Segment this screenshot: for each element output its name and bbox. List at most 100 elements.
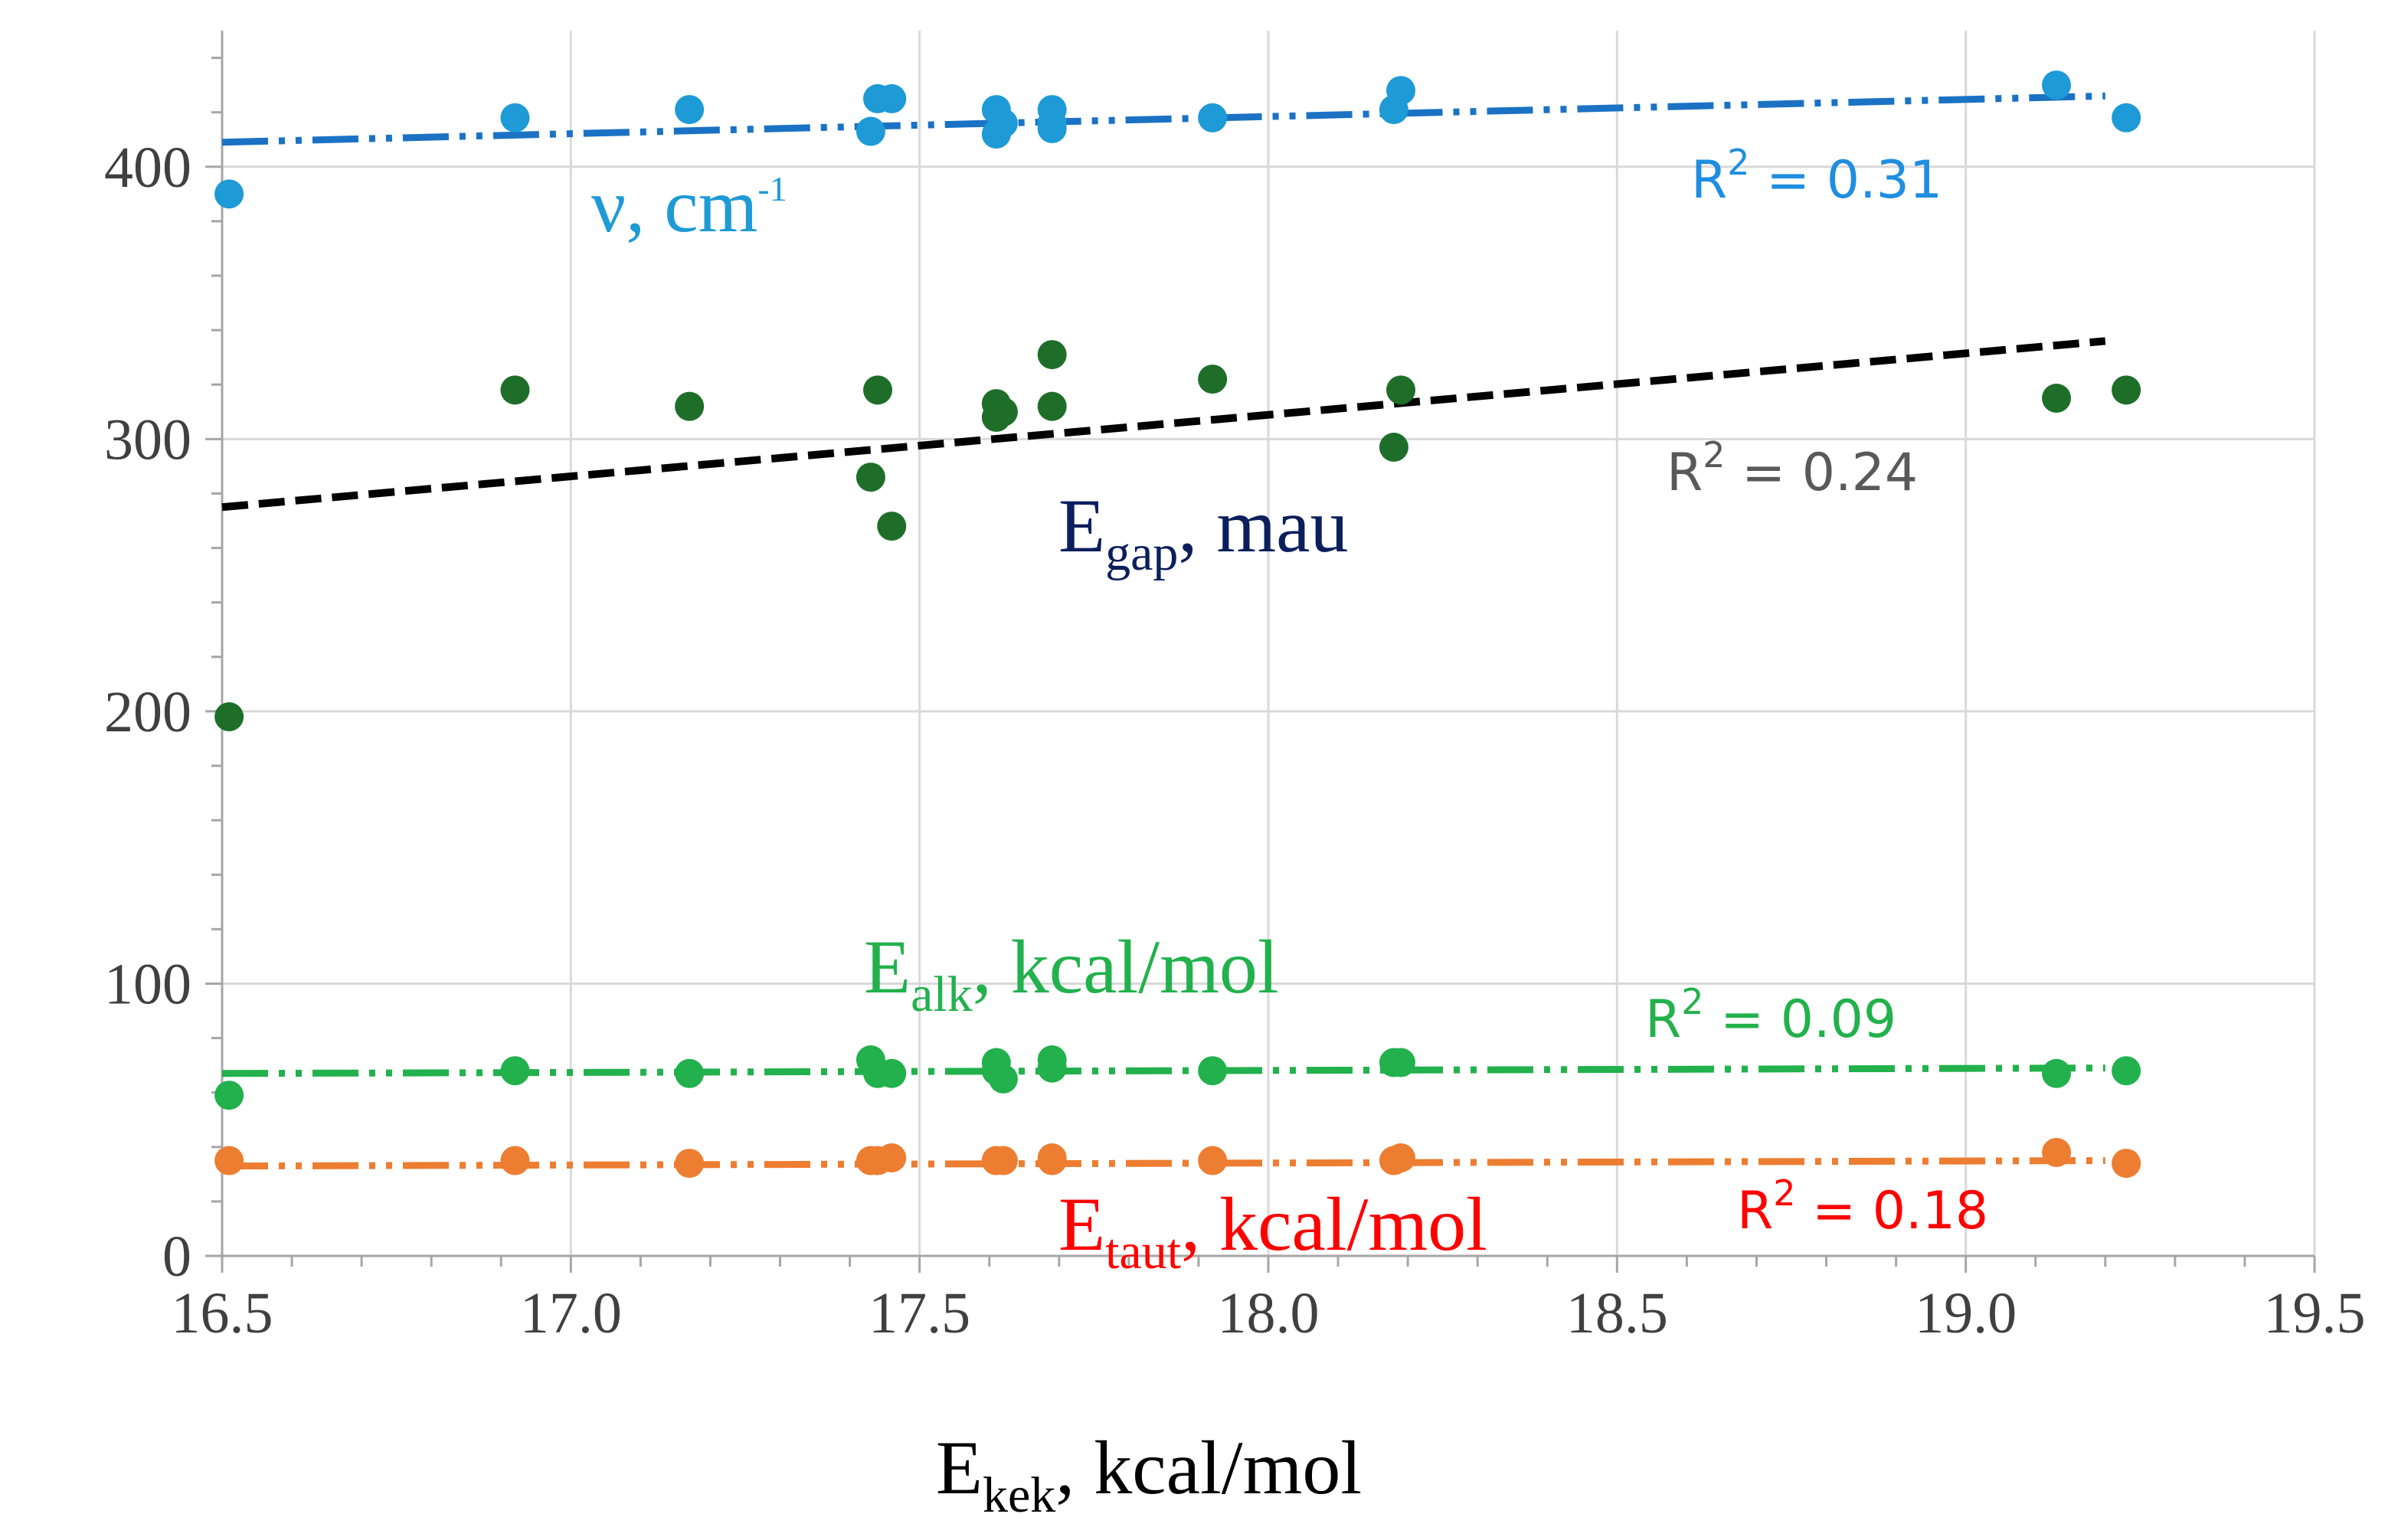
r2-label-nu-main: R [1691, 150, 1727, 211]
x-axis-label: Ekek, kcal/mol [936, 1425, 1362, 1523]
x-tick-label: 17.5 [869, 1281, 970, 1345]
point-nu [1037, 114, 1067, 143]
x-tick-label: 19.0 [1915, 1281, 2017, 1345]
tick-labels: 16.5 17.0 17.5 18.0 18.5 19.0 19.5 0 100 200 300 40… [104, 136, 2366, 1345]
series-label-taut-sub: taut [1105, 1224, 1181, 1280]
r2-label-gap: R2 = 0.24 [1667, 434, 1918, 503]
series-label-taut: Etaut, kcal/mol [1058, 1182, 1487, 1280]
y-tick-label: 0 [162, 1224, 191, 1289]
y-tick-label: 300 [104, 407, 191, 472]
point-gap [500, 375, 530, 405]
point-nu [675, 95, 705, 125]
r2-label-gap-rest: = 0.24 [1726, 443, 1919, 503]
point-nu [2112, 103, 2141, 132]
x-axis-label-main: E [936, 1425, 983, 1510]
series-label-gap: Egap, mau [1058, 483, 1349, 581]
point-alk [1386, 1048, 1416, 1077]
point-alk [2112, 1056, 2141, 1086]
r2-label-nu-rest: = 0.31 [1750, 150, 1943, 211]
point-gap [1379, 433, 1408, 462]
r2-label-gap-squared: 2 [1703, 434, 1725, 476]
x-tick-label: 19.5 [2264, 1281, 2366, 1345]
r2-label-nu-squared: 2 [1727, 142, 1749, 183]
point-nu [500, 103, 530, 132]
data-points [214, 70, 2141, 1179]
point-nu [981, 119, 1011, 149]
trendline-alk [221, 1064, 2105, 1077]
point-gap [2042, 384, 2072, 413]
r2-label-nu: R2 = 0.31 [1691, 142, 1942, 211]
r2-label-alk-main: R [1645, 989, 1681, 1050]
point-gap [675, 391, 705, 421]
point-gap [877, 512, 907, 541]
point-alk [675, 1058, 705, 1088]
r2-label-taut-main: R [1737, 1181, 1773, 1241]
point-alk [214, 1081, 244, 1110]
point-gap [855, 463, 885, 492]
point-taut [1037, 1146, 1067, 1175]
r2-label-taut: R2 = 0.18 [1737, 1172, 1988, 1241]
point-nu [2042, 70, 2072, 100]
axes [205, 31, 2316, 1273]
r2-label-alk-rest: = 0.09 [1704, 989, 1897, 1050]
trendline-taut [221, 1157, 2105, 1170]
point-taut [2112, 1149, 2141, 1179]
point-gap [1037, 391, 1067, 421]
point-alk [1198, 1056, 1228, 1086]
trendline-nu [221, 92, 2105, 146]
series-label-alk-sub: alk [911, 966, 973, 1022]
x-tick-label: 16.5 [172, 1281, 273, 1345]
x-tick-label: 18.5 [1566, 1281, 1668, 1345]
point-nu [1198, 103, 1228, 132]
point-taut [214, 1146, 244, 1175]
point-gap [863, 375, 893, 405]
r2-label-taut-squared: 2 [1773, 1172, 1795, 1214]
point-alk [2042, 1058, 2072, 1088]
series-label-alk-main: E [864, 924, 911, 1009]
point-nu [214, 179, 244, 209]
point-gap [2112, 375, 2141, 405]
series-label-gap-rest: , mau [1178, 483, 1348, 568]
x-tick-label: 18.0 [1218, 1281, 1320, 1345]
series-label-nu: ν, cm-1 [591, 163, 787, 248]
point-alk [981, 1056, 1011, 1086]
grid [222, 31, 2316, 1256]
point-alk [500, 1056, 530, 1086]
point-nu [877, 83, 907, 113]
point-taut [981, 1146, 1011, 1175]
point-taut [1386, 1143, 1416, 1172]
point-taut [675, 1149, 705, 1179]
x-axis-label-rest: , kcal/mol [1055, 1425, 1362, 1510]
y-tick-label: 200 [104, 680, 191, 744]
r2-label-taut-rest: = 0.18 [1796, 1181, 1989, 1241]
series-label-alk-rest: , kcal/mol [973, 924, 1279, 1009]
trendline-gap [221, 337, 2106, 512]
r2-label-alk-squared: 2 [1681, 981, 1703, 1022]
point-taut [1198, 1146, 1228, 1175]
point-alk [1037, 1053, 1067, 1083]
point-taut [2042, 1137, 2072, 1167]
y-tick-label: 100 [104, 952, 191, 1016]
r2-label-alk: R2 = 0.09 [1645, 981, 1896, 1050]
x-axis-label-sub: kek [983, 1467, 1055, 1523]
y-tick-label: 400 [104, 136, 191, 200]
series-label-alk: Ealk, kcal/mol [864, 924, 1279, 1022]
point-nu [1386, 76, 1416, 106]
series-label-nu-main: ν, cm [591, 163, 757, 248]
point-nu [855, 116, 885, 146]
trendlines [221, 92, 2106, 1170]
point-taut [500, 1146, 530, 1175]
point-gap [981, 402, 1011, 432]
point-taut [877, 1143, 907, 1172]
series-label-taut-main: E [1058, 1182, 1105, 1267]
series-label-nu-sup: -1 [757, 169, 787, 208]
point-gap [214, 702, 244, 731]
point-gap [1198, 365, 1228, 394]
series-label-taut-rest: , kcal/mol [1181, 1182, 1487, 1267]
r2-label-gap-main: R [1667, 443, 1703, 503]
point-alk [877, 1058, 907, 1088]
x-tick-label: 17.0 [520, 1281, 622, 1345]
point-gap [1037, 340, 1067, 370]
series-label-gap-main: E [1058, 483, 1105, 568]
